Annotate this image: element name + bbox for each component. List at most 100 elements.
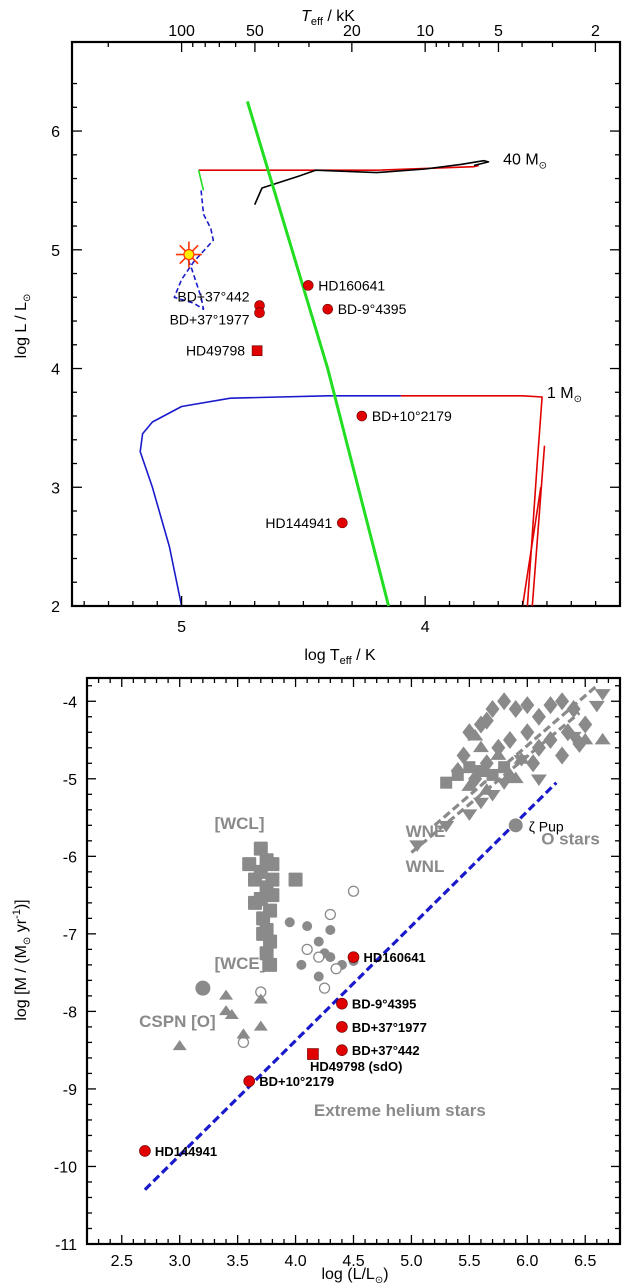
top-tick-label: 2: [591, 23, 600, 40]
ehe-marker: [347, 951, 360, 963]
ml-x-tick-label: 6.5: [574, 1253, 596, 1270]
wc-square-marker: [265, 872, 280, 887]
sun-symbol: ⊙: [22, 937, 33, 945]
ml-y-tick-label: -9: [63, 1082, 77, 1099]
wn-diamond-marker: [555, 692, 570, 711]
wn-square-marker: [451, 768, 464, 781]
zeta-pup-label: ζ Pup: [529, 818, 564, 834]
wc-square-marker: [263, 957, 278, 972]
y-axis-label-main: log L / L: [13, 302, 30, 358]
track-blue-4: [139, 394, 401, 607]
wn-down-triangle-marker: [513, 755, 530, 767]
top-tick-label: 20: [343, 23, 361, 40]
ml-y-tick-label: -5: [63, 772, 77, 789]
ehe-marker: [139, 1145, 151, 1157]
star-label: HD144941: [265, 515, 332, 531]
top-tick-label: 50: [246, 23, 264, 40]
star-label: HD160641: [318, 277, 385, 293]
ml-y-tick-label: -8: [63, 1004, 77, 1021]
cspn-filled-circle: [302, 921, 313, 932]
top-axis-label-unit: / kK: [323, 8, 355, 25]
star-marker: [322, 303, 334, 315]
wn-diamond-marker: [497, 692, 512, 711]
track-green-2: [197, 170, 205, 191]
wn-diamond-marker: [508, 700, 523, 719]
ehe-label: HD49798 (sdO): [310, 1059, 402, 1074]
wn-diamond-marker: [456, 746, 471, 765]
wn-triangle-marker: [472, 740, 489, 753]
star-marker: [356, 410, 368, 422]
wn-down-triangle-marker: [409, 840, 426, 852]
wn-triangle-marker: [467, 728, 484, 741]
ml-x-label-end: ): [383, 1266, 388, 1283]
wn-down-triangle-marker: [438, 820, 455, 833]
cspn-triangle-marker: [253, 993, 268, 1004]
wn-down-triangle-marker: [594, 689, 611, 701]
star-label: BD+37°1977: [170, 312, 250, 328]
fit-line-blue-0: [143, 781, 558, 1191]
wn-square-marker: [486, 768, 499, 781]
group-label: [WCE]: [214, 954, 265, 973]
wc-square-marker: [265, 888, 280, 903]
group-label: WNL: [406, 857, 445, 876]
wc-square-marker: [256, 926, 271, 941]
ehe-label: BD+37°442: [352, 1043, 420, 1058]
wn-square-marker: [498, 761, 511, 774]
wn-down-triangle-marker: [565, 731, 582, 744]
ml-x-tick-label: 6.0: [516, 1253, 538, 1270]
wn-diamond-marker: [502, 731, 517, 750]
star-marker: [254, 307, 265, 319]
ml-y-tick-label: -6: [63, 849, 77, 866]
wc-square-marker: [263, 903, 278, 918]
cspn-filled-circle: [325, 952, 336, 963]
y-tick-label: 2: [51, 599, 60, 616]
group-label: [WCL]: [214, 814, 264, 833]
x-axis-label-main: log T: [304, 647, 340, 664]
group-label: CSPN [O]: [139, 1012, 216, 1031]
wn-diamond-marker: [531, 738, 546, 757]
wn-diamond-marker: [543, 696, 558, 715]
wn-diamond-marker: [531, 707, 546, 726]
sun-symbol: ⊙: [375, 1275, 383, 1286]
y-tick-label: 3: [51, 480, 60, 497]
ml-x-tick-label: 5.0: [400, 1253, 422, 1270]
wc-square-marker: [253, 864, 268, 879]
hr-diagram-frame: [70, 40, 622, 608]
star-marker-square: [251, 345, 263, 357]
ml-x-tick-label: 4.5: [342, 1253, 364, 1270]
ml-y-axis-label: log [M / (M⊙ yr-1)]: [11, 899, 33, 1020]
hr-diagram-panel: 5 4 2 3 4 5 6 100 50 20 10 5 2 40 M⊙ 1 M⊙ BD+37°442 BD+…: [13, 8, 622, 667]
cspn-open-circle: [313, 951, 325, 963]
track-black-1: [253, 159, 490, 206]
wn-triangle-marker: [490, 748, 507, 760]
top-axis-label-sub: eff: [311, 16, 324, 28]
wn-diamond-marker: [520, 696, 535, 715]
group-label: O stars: [541, 830, 600, 849]
cspn-filled-circle: [284, 917, 295, 928]
sun-symbol: ⊙: [22, 294, 33, 302]
zeta-pup-marker: [508, 818, 523, 833]
hr-axis-ticks: 5 4 2 3 4 5 6 100 50 20 10 5 2: [51, 23, 620, 636]
ehe-label: BD+10°2179: [259, 1074, 334, 1089]
mass-loss-markers: ζ Pup [WCL] [WCE] CSPN [O] WNE WNL O stars Extr…: [139, 689, 611, 1159]
wn-triangle-marker: [577, 732, 594, 745]
star-marker: [337, 517, 348, 529]
track-red-7: [521, 487, 542, 607]
wn-diamond-marker: [578, 715, 593, 734]
star-label: BD-9°4395: [338, 301, 407, 317]
ml-x-tick-label: 2.5: [111, 1253, 133, 1270]
wn-triangle-marker: [507, 771, 524, 784]
evolution-tracks: [139, 100, 546, 607]
wn-diamond-marker: [566, 700, 581, 719]
wc-square-marker: [253, 891, 268, 906]
cspn-triangle-marker: [236, 1028, 251, 1039]
top-axis-label-main: T: [301, 8, 312, 25]
cspn-open-circle: [318, 982, 331, 994]
mass-loss-panel: ζ Pup [WCL] [WCE] CSPN [O] WNE WNL O stars Extr…: [11, 676, 622, 1286]
ehe-marker: [336, 997, 348, 1010]
wn-diamond-marker: [485, 700, 500, 719]
top-tick-label: 100: [168, 23, 195, 40]
cspn-filled-circle: [313, 971, 324, 982]
wn-diamond-marker: [543, 731, 558, 750]
